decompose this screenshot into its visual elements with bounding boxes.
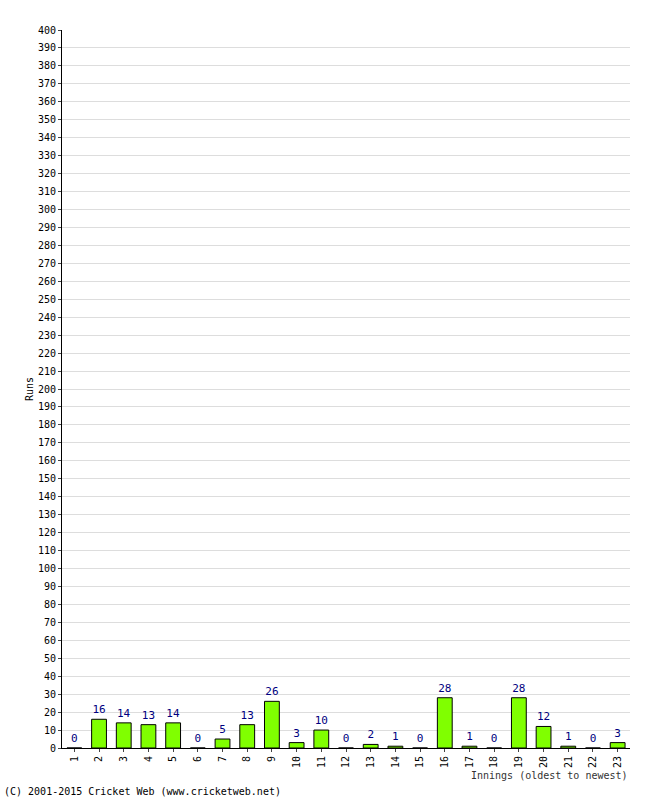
svg-text:370: 370 xyxy=(38,78,56,89)
svg-text:200: 200 xyxy=(38,384,56,395)
svg-text:190: 190 xyxy=(38,401,56,412)
svg-text:390: 390 xyxy=(38,42,56,53)
svg-text:14: 14 xyxy=(166,707,180,720)
svg-text:40: 40 xyxy=(44,671,56,682)
svg-text:26: 26 xyxy=(265,685,278,698)
svg-text:30: 30 xyxy=(44,689,56,700)
svg-text:14: 14 xyxy=(390,756,401,768)
svg-text:10: 10 xyxy=(315,714,328,727)
svg-text:16: 16 xyxy=(92,703,105,716)
svg-text:50: 50 xyxy=(44,653,56,664)
svg-text:8: 8 xyxy=(241,756,252,762)
svg-text:170: 170 xyxy=(38,437,56,448)
svg-text:1: 1 xyxy=(466,730,473,743)
svg-text:270: 270 xyxy=(38,258,56,269)
svg-text:14: 14 xyxy=(117,707,131,720)
svg-text:12: 12 xyxy=(537,710,550,723)
svg-text:1: 1 xyxy=(69,756,80,762)
svg-text:4: 4 xyxy=(143,756,154,762)
svg-text:0: 0 xyxy=(343,732,350,745)
svg-text:12: 12 xyxy=(340,756,351,768)
svg-text:20: 20 xyxy=(538,756,549,768)
svg-text:230: 230 xyxy=(38,330,56,341)
svg-text:13: 13 xyxy=(241,709,254,722)
svg-text:80: 80 xyxy=(44,599,56,610)
svg-text:220: 220 xyxy=(38,348,56,359)
svg-text:Innings (oldest to newest): Innings (oldest to newest) xyxy=(471,770,628,781)
svg-text:21: 21 xyxy=(563,756,574,768)
svg-text:7: 7 xyxy=(217,756,228,762)
svg-text:2: 2 xyxy=(93,756,104,762)
svg-text:28: 28 xyxy=(438,682,451,695)
svg-text:310: 310 xyxy=(38,186,56,197)
svg-text:0: 0 xyxy=(417,732,424,745)
svg-text:380: 380 xyxy=(38,60,56,71)
svg-text:320: 320 xyxy=(38,168,56,179)
svg-text:15: 15 xyxy=(414,756,425,768)
svg-text:23: 23 xyxy=(612,756,623,768)
svg-text:0: 0 xyxy=(195,732,202,745)
svg-text:160: 160 xyxy=(38,455,56,466)
svg-text:240: 240 xyxy=(38,312,56,323)
svg-text:130: 130 xyxy=(38,509,56,520)
svg-text:340: 340 xyxy=(38,132,56,143)
svg-text:28: 28 xyxy=(512,682,525,695)
svg-text:18: 18 xyxy=(488,756,499,768)
svg-text:0: 0 xyxy=(71,732,78,745)
svg-text:0: 0 xyxy=(590,732,597,745)
svg-text:400: 400 xyxy=(38,25,56,36)
svg-text:210: 210 xyxy=(38,366,56,377)
svg-text:300: 300 xyxy=(38,204,56,215)
svg-text:16: 16 xyxy=(439,756,450,768)
svg-text:5: 5 xyxy=(167,756,178,762)
svg-text:(C) 2001-2015 Cricket Web (www: (C) 2001-2015 Cricket Web (www.cricketwe… xyxy=(4,786,281,797)
svg-text:90: 90 xyxy=(44,581,56,592)
svg-text:110: 110 xyxy=(38,545,56,556)
svg-text:1: 1 xyxy=(565,730,572,743)
svg-text:350: 350 xyxy=(38,114,56,125)
svg-text:20: 20 xyxy=(44,707,56,718)
svg-text:17: 17 xyxy=(464,756,475,768)
svg-text:180: 180 xyxy=(38,419,56,430)
svg-text:100: 100 xyxy=(38,563,56,574)
svg-text:3: 3 xyxy=(293,727,300,740)
svg-text:2: 2 xyxy=(367,728,374,741)
svg-text:280: 280 xyxy=(38,240,56,251)
svg-text:0: 0 xyxy=(491,732,498,745)
svg-text:70: 70 xyxy=(44,617,56,628)
svg-text:250: 250 xyxy=(38,294,56,305)
svg-text:1: 1 xyxy=(392,730,399,743)
svg-text:9: 9 xyxy=(266,756,277,762)
svg-text:13: 13 xyxy=(365,756,376,768)
svg-text:0: 0 xyxy=(50,743,56,754)
svg-text:290: 290 xyxy=(38,222,56,233)
svg-text:10: 10 xyxy=(291,756,302,768)
svg-text:5: 5 xyxy=(219,723,226,736)
svg-text:260: 260 xyxy=(38,276,56,287)
svg-text:60: 60 xyxy=(44,635,56,646)
svg-text:120: 120 xyxy=(38,527,56,538)
svg-text:6: 6 xyxy=(192,756,203,762)
svg-text:22: 22 xyxy=(587,756,598,768)
svg-text:3: 3 xyxy=(614,727,621,740)
svg-text:150: 150 xyxy=(38,473,56,484)
svg-text:140: 140 xyxy=(38,491,56,502)
svg-text:19: 19 xyxy=(513,756,524,768)
svg-text:3: 3 xyxy=(118,756,129,762)
svg-text:Runs: Runs xyxy=(24,377,35,401)
svg-text:330: 330 xyxy=(38,150,56,161)
svg-text:11: 11 xyxy=(316,756,327,768)
svg-text:10: 10 xyxy=(44,725,56,736)
svg-text:360: 360 xyxy=(38,96,56,107)
svg-text:13: 13 xyxy=(142,709,155,722)
